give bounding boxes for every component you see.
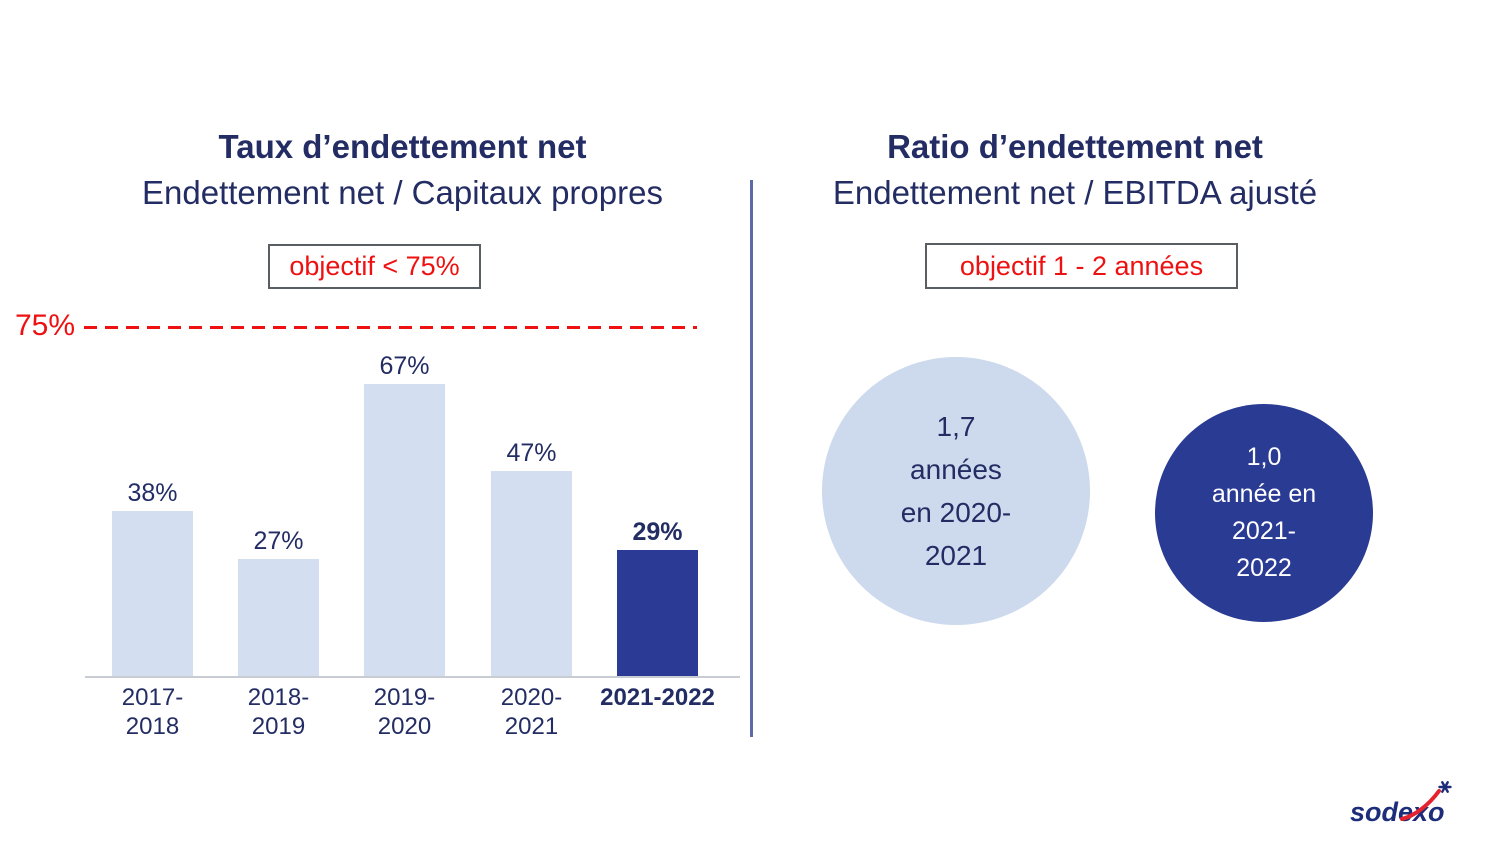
right-chart-title: Ratio d’endettement net bbox=[887, 128, 1263, 165]
x-axis-line bbox=[85, 676, 740, 678]
bar-2018-2019: 27% bbox=[238, 527, 319, 677]
bubble-2020-2021: 1,7 années en 2020- 2021 bbox=[822, 357, 1090, 625]
bar-category-label: 2018- 2019 bbox=[247, 684, 310, 740]
threshold-dashed-line bbox=[84, 326, 697, 329]
bar-value-label: 29% bbox=[632, 518, 683, 546]
bar-group-2018-2019: 27% 2018- 2019 bbox=[238, 330, 319, 740]
bar-2021-2022-highlighted: 29% bbox=[617, 518, 698, 677]
bar-2017-2018: 38% bbox=[112, 479, 193, 677]
bar-category-label: 2017- 2018 bbox=[121, 684, 184, 740]
bar-value-label: 38% bbox=[127, 479, 178, 507]
left-title-block: Taux d’endettement net Endettement net /… bbox=[60, 124, 745, 216]
bar-2020-2021: 47% bbox=[491, 439, 572, 677]
right-objective-box: objectif 1 - 2 années bbox=[925, 243, 1238, 289]
right-title-block: Ratio d’endettement net Endettement net … bbox=[737, 124, 1413, 216]
bar-group-2021-2022: 29% 2021-2022 bbox=[600, 330, 715, 711]
left-objective-box: objectif < 75% bbox=[268, 244, 481, 289]
bar-category-label: 2019- 2020 bbox=[373, 684, 436, 740]
bar-category-label: 2021-2022 bbox=[600, 684, 715, 711]
threshold-label: 75% bbox=[15, 309, 76, 342]
panel-divider bbox=[750, 180, 753, 737]
left-chart-title: Taux d’endettement net bbox=[218, 128, 587, 165]
bar-value-label: 27% bbox=[253, 527, 304, 555]
left-chart-subtitle: Endettement net / Capitaux propres bbox=[142, 174, 663, 211]
bar-2019-2020: 67% bbox=[364, 352, 445, 677]
bubble-2021-2022: 1,0 année en 2021- 2022 bbox=[1155, 404, 1373, 622]
right-chart-subtitle: Endettement net / EBITDA ajusté bbox=[832, 174, 1318, 211]
logo-swoosh-icon bbox=[1400, 789, 1441, 821]
sodexo-logo: sodexo bbox=[1350, 781, 1452, 827]
logo-star-icon bbox=[1438, 781, 1452, 793]
bubble-label: 1,7 années en 2020- 2021 bbox=[900, 411, 1012, 571]
bar-value-label: 67% bbox=[379, 352, 430, 380]
bar-value-label: 47% bbox=[506, 439, 557, 467]
bubble-label: 1,0 année en 2021- 2022 bbox=[1211, 443, 1317, 582]
bar-chart: 38% 2017- 2018 27% 2018- 2019 67% 2019- … bbox=[85, 330, 740, 740]
bar-group-2020-2021: 47% 2020- 2021 bbox=[491, 330, 572, 740]
right-objective-label: objectif 1 - 2 années bbox=[959, 250, 1204, 281]
bar-category-label: 2020- 2021 bbox=[500, 684, 563, 740]
left-objective-label: objectif < 75% bbox=[289, 251, 460, 281]
bar-group-2017-2018: 38% 2017- 2018 bbox=[112, 330, 193, 740]
bar-group-2019-2020: 67% 2019- 2020 bbox=[364, 330, 445, 740]
